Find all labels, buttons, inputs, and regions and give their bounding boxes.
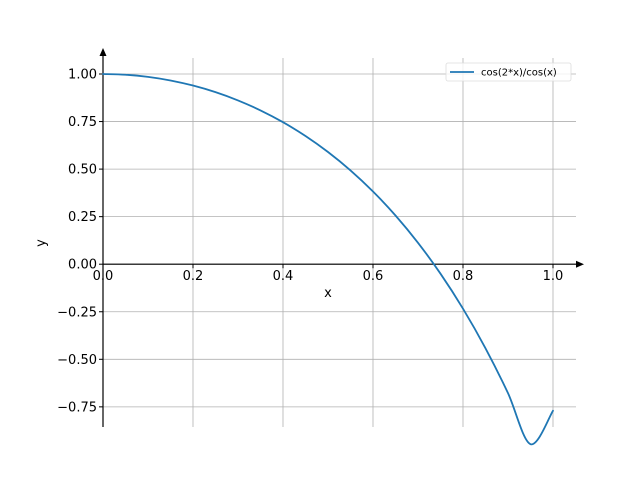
y-tick-label: −0.50 [57,353,97,368]
x-axis-arrow [576,260,584,268]
x-tick-label: 1.0 [543,269,564,284]
legend-entry: cos(2*x)/cos(x) [481,68,557,79]
x-axis-label: x [324,286,332,301]
series-line [102,73,554,446]
x-tick-label: 0.2 [183,269,204,284]
legend-box [445,62,572,82]
legend: cos(2*x)/cos(x) [445,62,572,82]
y-tick-label: −0.25 [57,305,97,320]
x-tick-label: 0.0 [93,269,114,284]
y-tick-label: −0.75 [57,400,97,415]
y-tick-label: 0.00 [68,258,97,273]
y-axis-arrow [99,48,107,56]
axis-layer [99,48,584,427]
x-tick-label: 0.4 [273,269,294,284]
x-tick-label: 0.8 [453,269,474,284]
y-tick-label: 1.00 [68,68,97,83]
y-axis-label: y [34,239,49,247]
y-tick-label: 0.75 [68,115,97,130]
series-layer [102,73,554,446]
x-tick-label: 0.6 [363,269,384,284]
y-tick-label: 0.50 [68,163,97,178]
y-tick-label: 0.25 [68,210,97,225]
label-layer: 0.0 0.2 0.4 0.6 0.8 1.0 −0.75 −0.50 −0.25 0.00 0.2… [34,68,563,416]
